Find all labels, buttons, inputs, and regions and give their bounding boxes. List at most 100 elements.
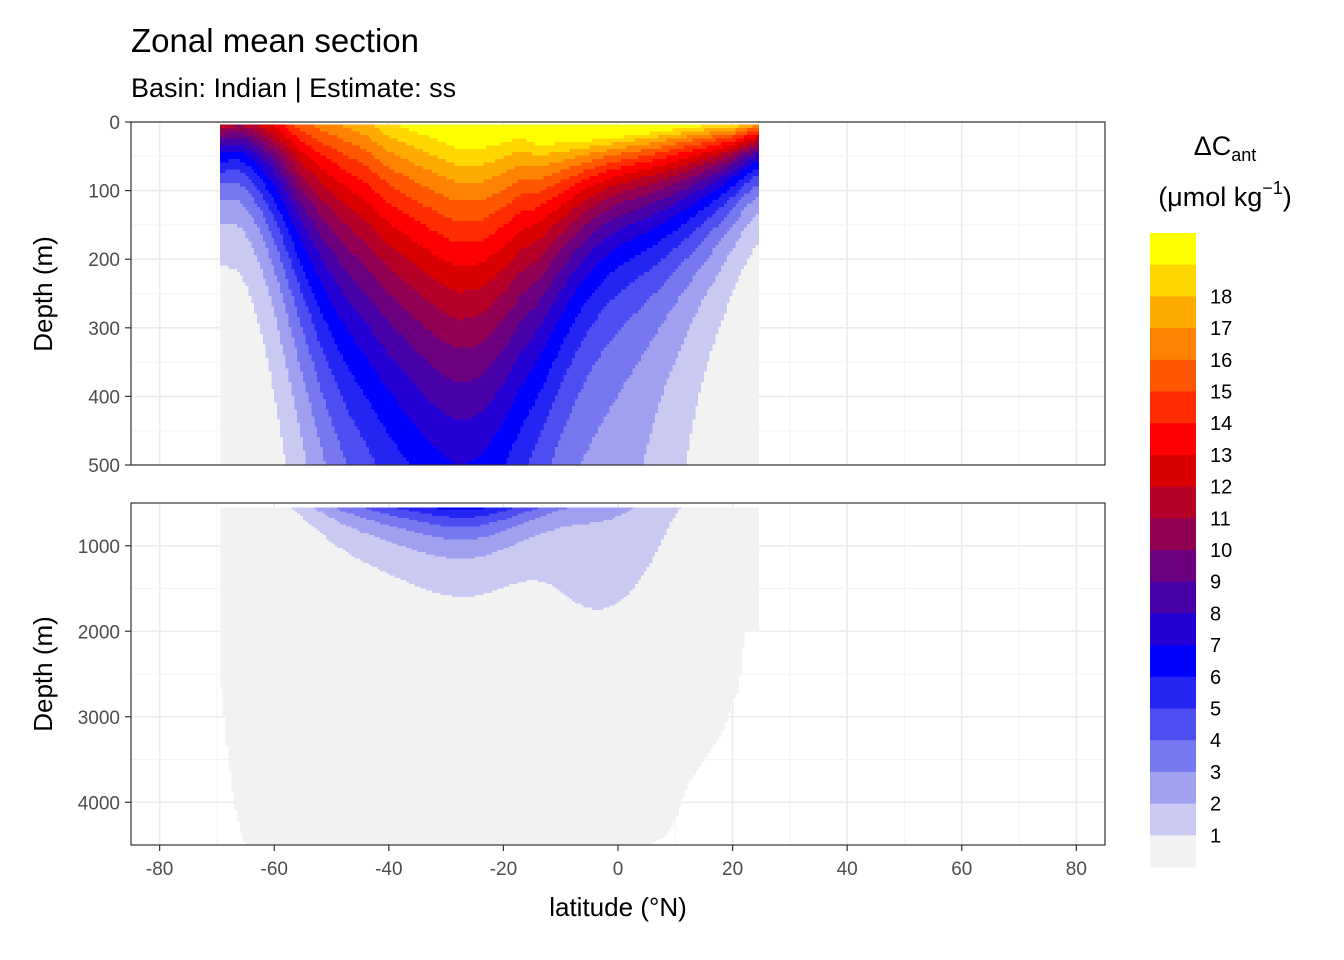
contour-cell (363, 517, 367, 534)
contour-cell (446, 162, 450, 181)
contour-cell (595, 145, 599, 153)
contour-cell (529, 285, 533, 311)
contour-cell (620, 176, 625, 184)
contour-cell (726, 152, 731, 157)
contour-cell (534, 165, 539, 181)
contour-cell (683, 141, 688, 146)
contour-cell (477, 344, 482, 380)
contour-cell (666, 131, 671, 136)
contour-cell (497, 430, 502, 465)
contour-cell (360, 196, 364, 218)
contour-cell (500, 520, 505, 532)
contour-cell (703, 296, 708, 373)
contour-cell (718, 135, 722, 140)
contour-cell (254, 131, 258, 140)
contour-cell (749, 507, 754, 632)
contour-cell (311, 203, 315, 222)
contour-cell (385, 320, 390, 356)
contour-cell (265, 189, 270, 205)
contour-cell (411, 179, 416, 201)
contour-cell (732, 145, 737, 150)
contour-cell (718, 196, 722, 208)
contour-cell (698, 165, 702, 174)
contour-cell (463, 597, 467, 845)
contour-cell (448, 289, 453, 318)
contour-cell (351, 513, 356, 530)
contour-cell (469, 526, 473, 540)
contour-cell (540, 532, 545, 583)
contour-cell (592, 207, 596, 218)
contour-cell (228, 268, 232, 465)
contour-cell (448, 145, 453, 164)
contour-cell (689, 255, 694, 284)
contour-cell (718, 148, 722, 153)
contour-cell (345, 507, 350, 515)
contour-cell (460, 539, 464, 560)
contour-cell (703, 141, 708, 150)
contour-cell (738, 148, 742, 157)
contour-cell (408, 145, 413, 164)
contour-cell (663, 131, 668, 136)
contour-cell (746, 155, 751, 160)
contour-cell (583, 162, 588, 170)
contour-cell (643, 196, 648, 208)
contour-cell (638, 579, 642, 845)
contour-cell (632, 124, 636, 136)
contour-cell (597, 244, 602, 263)
contour-cell (701, 189, 705, 198)
contour-cell (600, 145, 605, 153)
contour-cell (660, 210, 665, 225)
contour-cell (394, 361, 399, 400)
chart-title: Zonal mean section (131, 22, 419, 59)
contour-cell (709, 285, 714, 352)
contour-cell (566, 189, 570, 201)
contour-cell (698, 159, 702, 167)
contour-cell (414, 320, 419, 352)
contour-cell (549, 176, 553, 188)
contour-cell (489, 179, 493, 198)
contour-cell (440, 375, 444, 411)
contour-cell (365, 562, 370, 845)
contour-cell (351, 124, 356, 133)
contour-cell (297, 513, 301, 845)
contour-cell (342, 244, 347, 270)
contour-cell (503, 419, 507, 465)
contour-cell (681, 128, 685, 133)
contour-cell (646, 135, 651, 140)
contour-cell (268, 193, 272, 212)
contour-cell (446, 416, 450, 459)
contour-cell (620, 124, 625, 140)
contour-cell (575, 507, 579, 525)
contour-cell (658, 131, 662, 136)
contour-cell (640, 148, 645, 157)
contour-cell (431, 515, 436, 525)
contour-cell (577, 231, 582, 249)
contour-cell (365, 203, 370, 222)
contour-cell (580, 227, 585, 246)
contour-cell (583, 279, 588, 304)
contour-cell (503, 316, 507, 349)
contour-cell (400, 255, 404, 280)
contour-cell (698, 179, 702, 191)
contour-cell (626, 261, 631, 287)
contour-cell (428, 155, 433, 170)
contour-cell (500, 320, 505, 352)
contour-cell (354, 309, 358, 345)
contour-cell (448, 378, 453, 417)
contour-cell (575, 141, 579, 150)
contour-cell (503, 292, 507, 318)
contour-cell (603, 279, 608, 308)
contour-cell (463, 124, 467, 150)
contour-cell (357, 385, 361, 431)
contour-cell (340, 507, 344, 513)
contour-cell (658, 507, 662, 547)
contour-cell (692, 138, 696, 146)
contour-cell (457, 183, 462, 201)
contour-cell (474, 124, 479, 150)
contour-cell (394, 155, 399, 174)
contour-cell (331, 543, 335, 845)
contour-cell (431, 592, 436, 845)
contour-cell (486, 406, 490, 448)
contour-cell (403, 337, 407, 373)
contour-cell (560, 234, 565, 249)
